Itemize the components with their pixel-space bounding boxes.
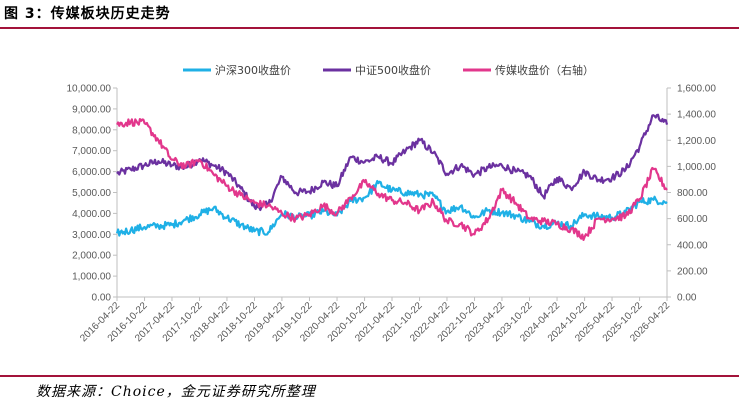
y-right-tick-label: 0.00: [677, 293, 697, 304]
y-left-tick-label: 5,000.00: [72, 188, 111, 199]
figure-title: 图 3：传媒板块历史走势: [4, 6, 171, 22]
chart-plot: [115, 113, 669, 241]
y-right-tick-label: 1,200.00: [677, 136, 716, 147]
y-left-tick-label: 2,000.00: [72, 251, 111, 262]
top-rule: [0, 27, 739, 29]
bottom-rule: [0, 375, 739, 377]
y-left-tick-label: 1,000.00: [72, 272, 111, 283]
y-left-tick-label: 7,000.00: [72, 146, 111, 157]
y-right-tick-label: 600.00: [677, 214, 708, 225]
y-left-tick-label: 0.00: [92, 293, 112, 304]
y-right-tick-label: 1,400.00: [677, 110, 716, 121]
y-right-tick-label: 1,000.00: [677, 162, 716, 173]
y-left-tick-label: 8,000.00: [72, 125, 111, 136]
y-right-tick-label: 400.00: [677, 240, 708, 251]
source-note: 数据来源：Choice，金元证券研究所整理: [36, 384, 316, 400]
legend-label-1: 中证500收盘价: [355, 63, 431, 77]
y-right-tick-label: 800.00: [677, 188, 708, 199]
series-line-1: [116, 113, 669, 212]
y-left-tick-label: 3,000.00: [72, 230, 111, 241]
y-left-tick-label: 4,000.00: [72, 209, 111, 220]
y-left-tick-label: 9,000.00: [72, 104, 111, 115]
y-left-tick-label: 6,000.00: [72, 167, 111, 178]
y-left-tick-label: 10,000.00: [67, 84, 112, 95]
legend-label-0: 沪深300收盘价: [215, 63, 291, 77]
series-line-2: [116, 117, 668, 241]
legend-label-2: 传媒收盘价（右轴）: [495, 63, 594, 77]
y-right-tick-label: 200.00: [677, 266, 708, 277]
chart-legend: 沪深300收盘价 中证500收盘价 传媒收盘价（右轴）: [183, 63, 594, 77]
y-right-tick-label: 1,600.00: [677, 84, 716, 95]
series-line-0: [115, 179, 668, 237]
